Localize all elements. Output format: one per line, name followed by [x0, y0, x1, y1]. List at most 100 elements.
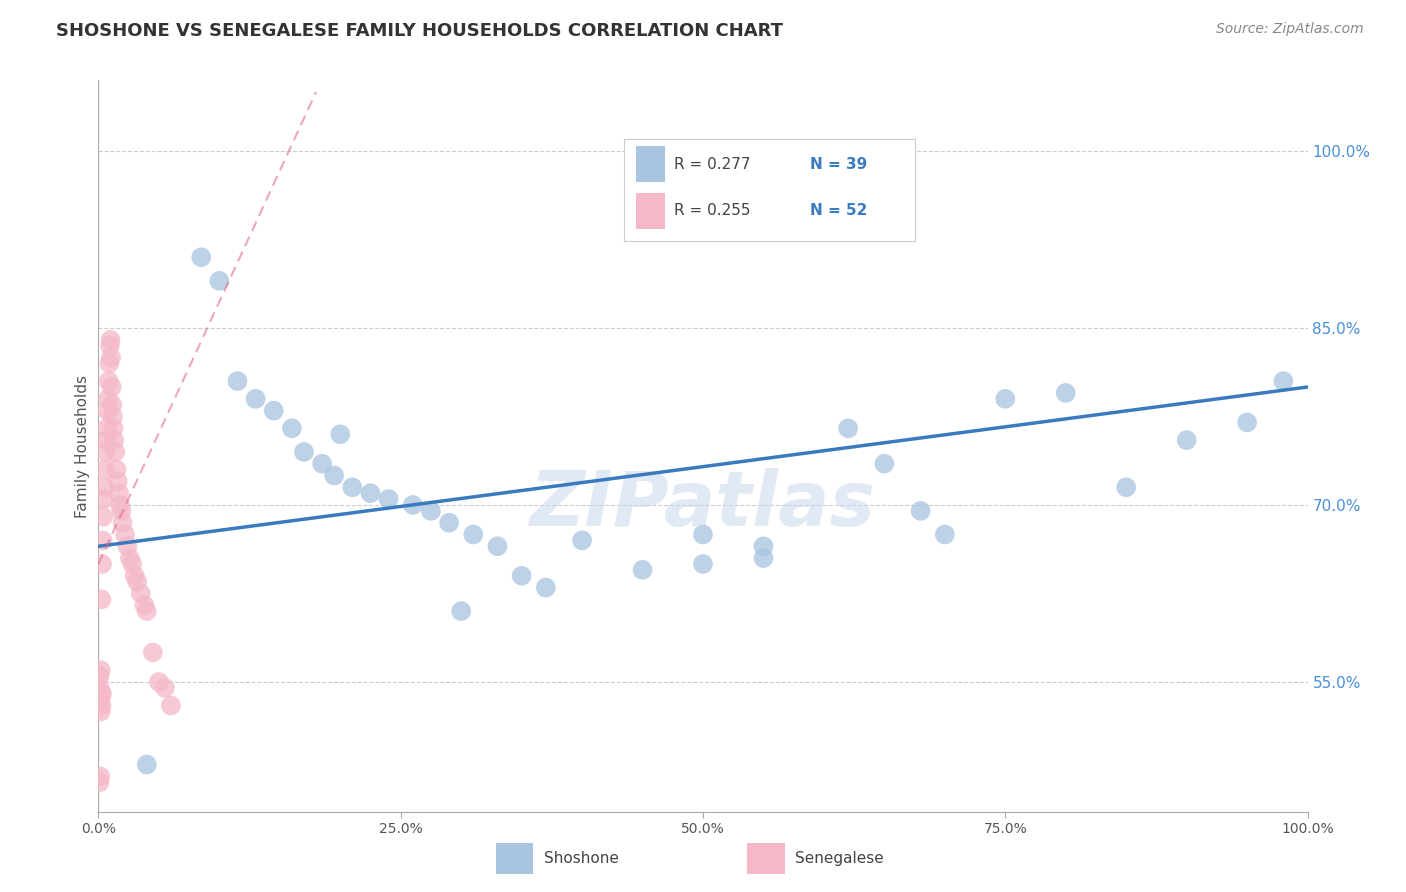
Point [153, 681, 176, 695]
Point [994, 392, 1017, 406]
Point [135, 757, 157, 772]
Point [100, 351, 122, 365]
Point [208, 274, 231, 288]
Point [89, 769, 111, 783]
Point [100, 380, 122, 394]
Point [117, 539, 139, 553]
Point [329, 427, 352, 442]
Text: Shoshone: Shoshone [544, 851, 619, 866]
Point [97, 392, 120, 406]
Point [1236, 416, 1258, 430]
Point [134, 599, 156, 613]
Point [101, 409, 124, 424]
Point [692, 527, 714, 541]
Point [89, 669, 111, 683]
Point [486, 539, 509, 553]
Point [226, 374, 249, 388]
Point [111, 516, 134, 530]
Point [631, 563, 654, 577]
Text: N = 52: N = 52 [810, 203, 868, 218]
Point [89, 681, 111, 695]
Point [1175, 433, 1198, 447]
Point [934, 527, 956, 541]
Point [910, 504, 932, 518]
Point [101, 398, 124, 412]
Point [96, 433, 118, 447]
Point [420, 504, 443, 518]
Point [124, 568, 146, 582]
Point [463, 527, 485, 541]
Point [89, 692, 111, 706]
Point [281, 421, 304, 435]
FancyBboxPatch shape [747, 843, 785, 874]
Point [377, 492, 399, 507]
FancyBboxPatch shape [496, 843, 533, 874]
Point [263, 403, 285, 417]
Point [98, 339, 121, 353]
Point [90, 698, 112, 713]
Point [91, 533, 114, 548]
Point [118, 551, 141, 566]
Text: SHOSHONE VS SENEGALESE FAMILY HOUSEHOLDS CORRELATION CHART: SHOSHONE VS SENEGALESE FAMILY HOUSEHOLDS… [56, 22, 783, 40]
Point [121, 557, 143, 571]
Point [135, 604, 157, 618]
Point [107, 475, 129, 489]
Point [752, 551, 775, 566]
FancyBboxPatch shape [636, 146, 665, 182]
Point [93, 492, 115, 507]
Point [90, 592, 112, 607]
Point [103, 433, 125, 447]
Point [571, 533, 593, 548]
Point [127, 574, 149, 589]
Point [342, 480, 364, 494]
Point [360, 486, 382, 500]
Point [160, 698, 183, 713]
Point [96, 421, 118, 435]
Point [94, 445, 117, 459]
FancyBboxPatch shape [636, 193, 665, 229]
Point [91, 509, 114, 524]
Point [142, 645, 165, 659]
Point [292, 445, 315, 459]
Point [190, 250, 212, 264]
Point [110, 504, 132, 518]
Text: R = 0.277: R = 0.277 [673, 157, 751, 172]
Point [91, 687, 114, 701]
Point [534, 581, 557, 595]
Point [311, 457, 333, 471]
Text: R = 0.255: R = 0.255 [673, 203, 751, 218]
Point [873, 457, 896, 471]
Point [108, 498, 131, 512]
Point [510, 568, 533, 582]
Point [103, 421, 125, 435]
Point [692, 557, 714, 571]
Point [837, 421, 859, 435]
Point [97, 374, 120, 388]
Point [105, 816, 128, 830]
Point [100, 333, 122, 347]
Point [437, 516, 460, 530]
Point [105, 462, 128, 476]
Text: ZIPatlas: ZIPatlas [530, 467, 876, 541]
Y-axis label: Family Households: Family Households [75, 375, 90, 517]
Point [91, 557, 114, 571]
Text: Source: ZipAtlas.com: Source: ZipAtlas.com [1216, 22, 1364, 37]
Point [148, 675, 170, 690]
Point [114, 527, 136, 541]
Point [129, 586, 152, 600]
Point [93, 480, 115, 494]
Point [104, 445, 127, 459]
Point [94, 462, 117, 476]
Point [108, 486, 131, 500]
Point [1054, 385, 1077, 400]
Point [245, 392, 267, 406]
Text: N = 39: N = 39 [810, 157, 868, 172]
Point [96, 403, 118, 417]
Text: Senegalese: Senegalese [796, 851, 884, 866]
Point [752, 539, 775, 553]
Point [90, 705, 112, 719]
Point [90, 687, 112, 701]
Point [323, 468, 346, 483]
Point [90, 663, 112, 677]
Point [89, 775, 111, 789]
